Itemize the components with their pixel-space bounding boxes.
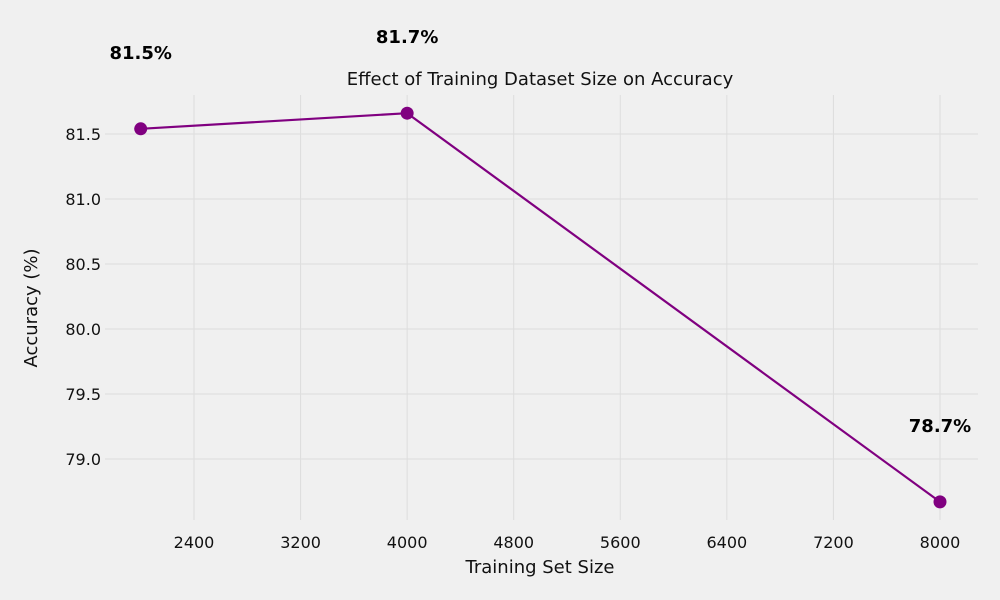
data-point: [400, 106, 414, 120]
y-tick-label: 79.0: [65, 450, 101, 469]
y-tick-label: 79.5: [65, 385, 101, 404]
y-tick-label: 81.0: [65, 190, 101, 209]
y-gridlines: [105, 133, 978, 460]
data-label: 81.7%: [376, 27, 438, 48]
data-label: 81.5%: [109, 43, 171, 64]
data-point: [933, 495, 947, 509]
x-tick-label: 4800: [493, 533, 534, 552]
data-label: 78.7%: [909, 416, 971, 437]
y-tick-label: 80.0: [65, 320, 101, 339]
x-tick-label: 7200: [813, 533, 854, 552]
x-tick-label: 8000: [920, 533, 961, 552]
x-tick-labels: 2400 3200 4000 4800 5600 6400 7200 8000: [174, 533, 961, 552]
data-point: [134, 122, 148, 136]
x-tick-label: 5600: [600, 533, 641, 552]
y-tick-labels: 79.0 79.5 80.0 80.5 81.0 81.5: [65, 125, 101, 469]
x-tick-label: 6400: [706, 533, 747, 552]
x-tick-label: 3200: [280, 533, 321, 552]
y-tick-label: 81.5: [65, 125, 101, 144]
chart-title: Effect of Training Dataset Size on Accur…: [347, 69, 734, 90]
x-gridlines: [193, 95, 941, 520]
series-layer: [134, 106, 947, 509]
x-axis-title: Training Set Size: [465, 557, 615, 578]
x-tick-label: 2400: [174, 533, 215, 552]
data-labels: 81.5% 81.7% 78.7%: [109, 27, 971, 437]
x-tick-label: 4000: [387, 533, 428, 552]
y-axis-title: Accuracy (%): [21, 248, 42, 367]
y-tick-label: 80.5: [65, 255, 101, 274]
